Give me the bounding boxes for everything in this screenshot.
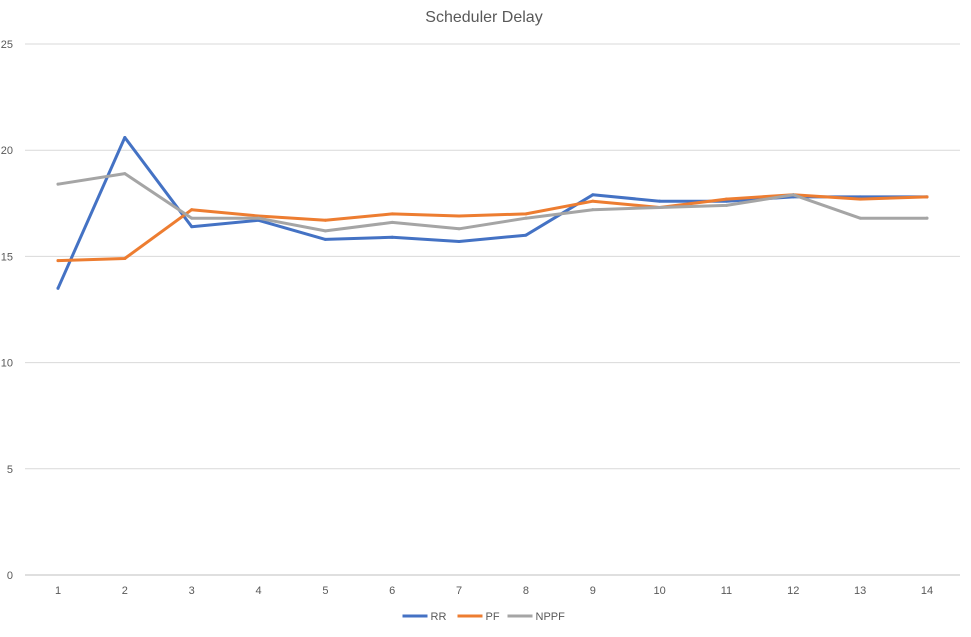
y-tick-label: 5 [7,464,13,476]
y-tick-label: 15 [1,251,13,263]
data-point-rr [524,233,528,237]
y-tick-label: 20 [1,145,13,157]
data-point-nppf [390,220,394,224]
data-point-pf [390,212,394,216]
data-point-pf [591,199,595,203]
x-tick-label: 14 [921,585,933,597]
x-tick-label: 5 [322,585,328,597]
x-tick-label: 3 [189,585,195,597]
y-axis-ticks: 0 5 10 15 20 25 [1,39,13,582]
legend-label-rr: RR [431,611,447,623]
data-point-nppf [925,216,929,220]
x-tick-label: 13 [854,585,866,597]
data-point-nppf [190,216,194,220]
data-point-rr [390,235,394,239]
x-tick-label: 4 [255,585,261,597]
series-line-nppf [56,172,929,233]
x-tick-label: 6 [389,585,395,597]
y-tick-label: 25 [1,39,13,51]
data-point-nppf [724,203,728,207]
data-point-nppf [123,172,127,176]
data-point-pf [724,197,728,201]
data-point-nppf [323,229,327,233]
data-point-nppf [858,216,862,220]
x-tick-label: 1 [55,585,61,597]
legend-label-pf: PF [486,611,500,623]
y-tick-label: 10 [1,358,13,370]
data-point-pf [123,257,127,261]
x-tick-label: 12 [787,585,799,597]
data-point-rr [56,286,60,290]
y-tick-label: 0 [7,570,13,582]
data-point-nppf [658,206,662,210]
x-axis-ticks: 1 2 3 4 5 6 7 8 9 10 11 12 13 14 [55,585,933,597]
x-tick-label: 10 [653,585,665,597]
data-point-pf [457,214,461,218]
data-point-pf [524,212,528,216]
legend: RR PF NPPF [402,611,566,623]
legend-label-nppf: NPPF [536,611,566,623]
series-line-pf [56,193,929,263]
data-point-rr [658,199,662,203]
data-point-nppf [591,208,595,212]
data-point-nppf [56,182,60,186]
data-point-rr [190,225,194,229]
data-point-pf [323,218,327,222]
data-point-rr [123,135,127,139]
data-point-rr [323,237,327,241]
data-point-nppf [791,193,795,197]
chart-title: Scheduler Delay [425,9,542,26]
series-lines [56,135,929,290]
data-point-pf [925,195,929,199]
data-point-nppf [524,216,528,220]
data-point-rr [457,240,461,244]
data-point-pf [858,197,862,201]
data-point-pf [190,208,194,212]
data-point-nppf [457,227,461,231]
x-tick-label: 8 [523,585,529,597]
data-point-nppf [257,216,261,220]
x-tick-label: 2 [122,585,128,597]
gridlines [25,43,960,576]
x-tick-label: 7 [456,585,462,597]
x-tick-label: 9 [590,585,596,597]
data-point-pf [56,259,60,263]
x-tick-label: 11 [721,585,732,597]
data-point-rr [591,193,595,197]
